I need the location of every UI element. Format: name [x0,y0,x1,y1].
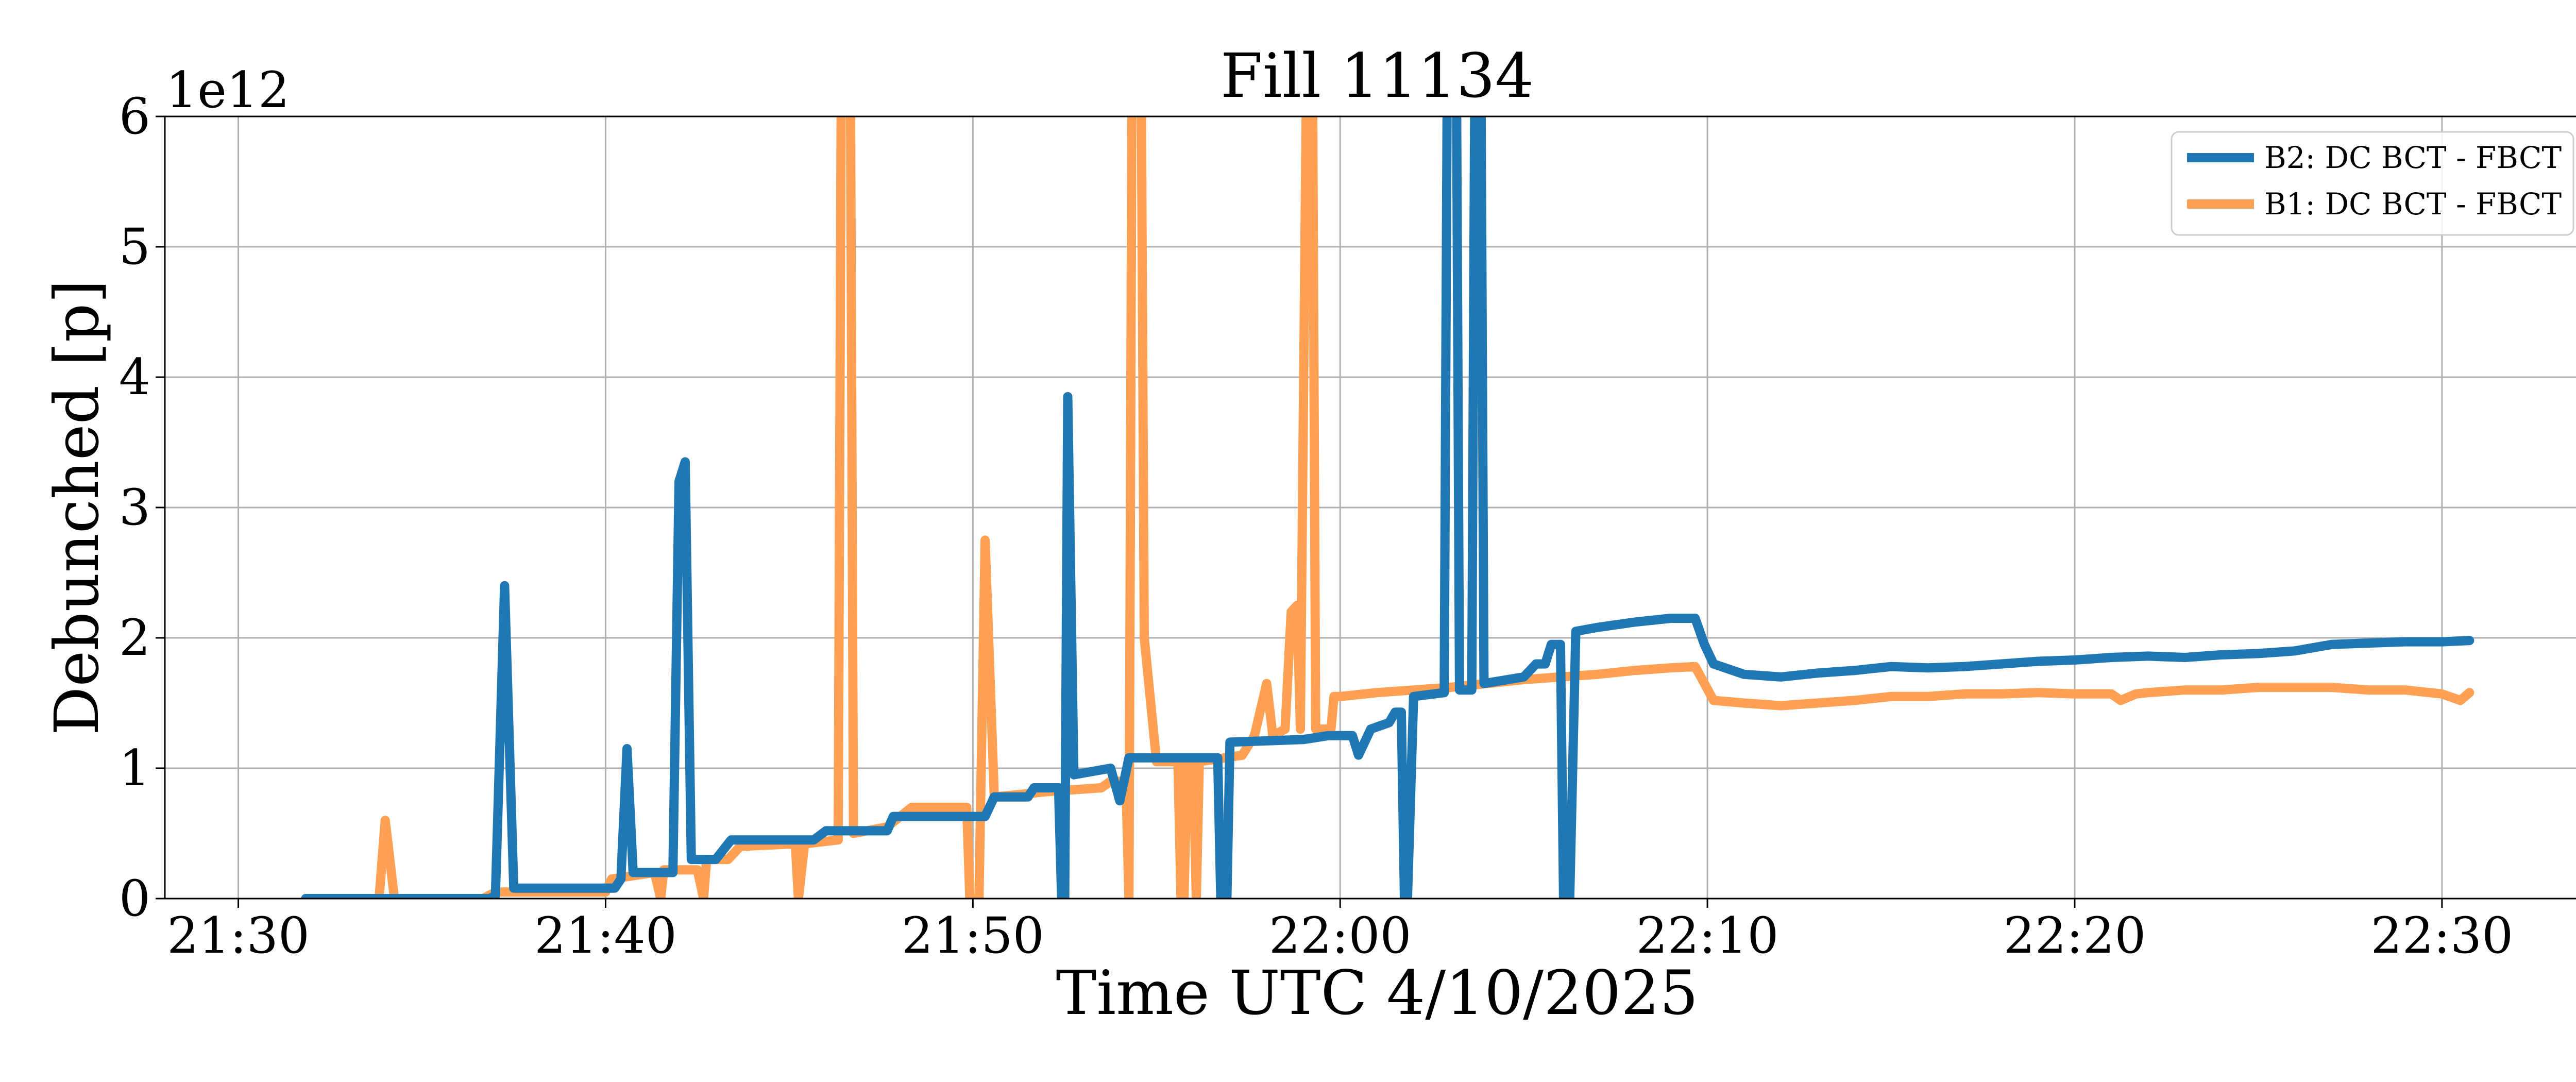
y-tick-label: 2 [119,609,150,667]
legend-frame [2171,131,2574,236]
plot-area [164,115,2576,900]
y-tick-label: 0 [119,870,150,927]
series-line-b2 [301,116,2475,899]
y-axis: 0 1 2 3 4 5 6 [119,88,165,927]
y-tick-label: 4 [119,348,150,406]
x-tick-label: 21:30 [167,907,310,965]
legend-label-b1: B1: DC BCT - FBCT [2264,187,2562,222]
y-tick-marks [156,115,165,900]
legend: B2: DC BCT - FBCT B1: DC BCT - FBCT [2171,131,2574,236]
y-axis-label: Debunched [p] [41,280,112,736]
x-tick-label: 21:50 [902,907,1044,965]
y-tick-label: 5 [119,218,150,276]
x-tick-labels: 21:30 21:40 21:50 22:00 22:10 22:20 22:30 [167,907,2513,965]
y-axis-offset-label: 1e12 [166,61,290,119]
x-tick-label: 21:40 [534,907,677,965]
x-tick-label: 22:30 [2371,907,2514,965]
x-tick-label: 22:20 [2004,907,2146,965]
x-axis: 21:30 21:40 21:50 22:00 22:10 22:20 22:30 [167,899,2513,965]
x-tick-marks [238,899,2443,908]
series-lines [301,116,2475,899]
x-tick-label: 22:10 [1636,907,1779,965]
x-tick-label: 22:00 [1269,907,1412,965]
y-tick-labels: 0 1 2 3 4 5 6 [119,88,150,927]
x-axis-label: Time UTC 4/10/2025 [1056,957,1699,1028]
chart-title: Fill 11134 [1221,40,1534,111]
y-tick-label: 1 [119,739,150,797]
legend-label-b2: B2: DC BCT - FBCT [2264,140,2562,175]
y-tick-label: 6 [119,88,150,145]
y-tick-label: 3 [119,479,150,536]
